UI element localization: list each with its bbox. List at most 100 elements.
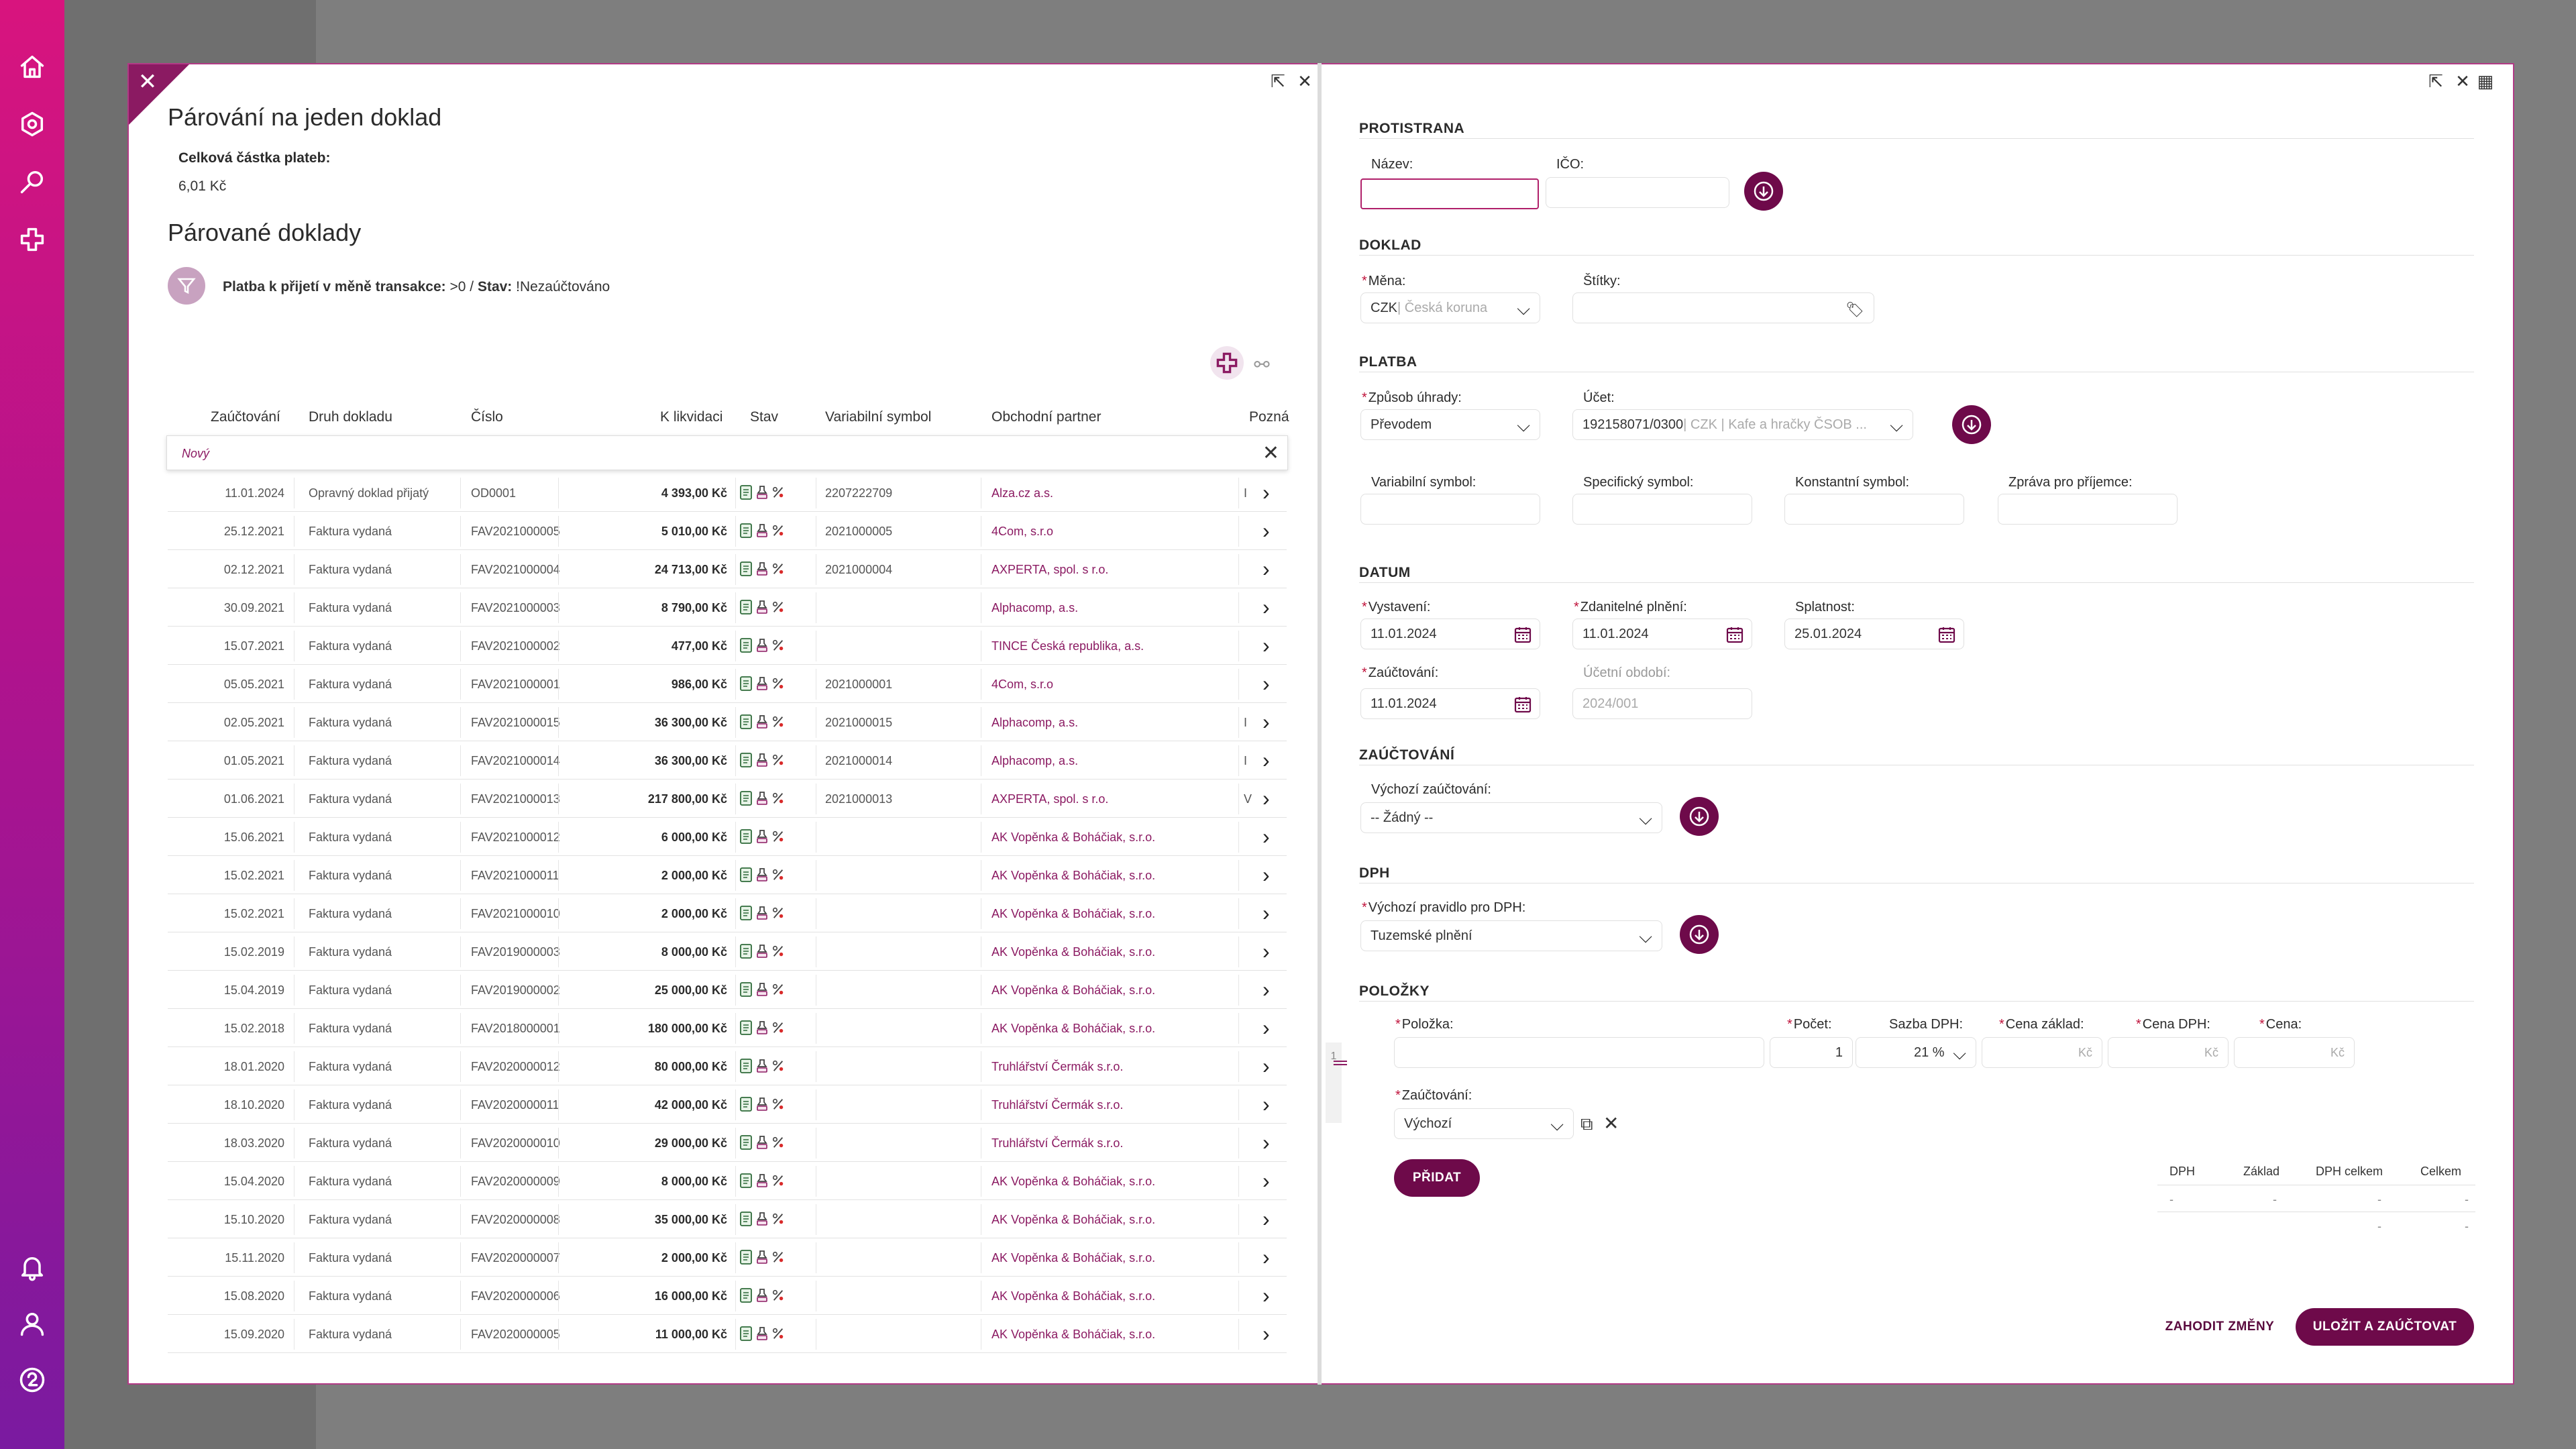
row-partner-link[interactable]: Alphacomp, a.s. [991,601,1079,614]
add-icon[interactable] [17,224,48,255]
chevron-right-icon[interactable]: › [1263,633,1270,657]
new-row[interactable]: Nový ✕ [166,435,1288,470]
chevron-right-icon[interactable]: › [1263,824,1270,849]
dialog-splitter[interactable] [1318,63,1322,1385]
table-row[interactable]: 15.02.2021 Faktura vydaná FAV2021000010 2 0… [168,894,1287,932]
help-icon[interactable] [17,1364,48,1395]
popout-icon[interactable]: ⇱ [1271,70,1285,91]
calculator-icon[interactable]: ▦ [2477,70,2494,91]
lookup-zauct-button[interactable] [1680,797,1719,836]
unlink-icon[interactable]: ⚯ [1254,354,1270,375]
add-item-button[interactable]: PŘIDAT [1394,1159,1480,1197]
search-icon[interactable] [17,166,48,197]
row-partner-link[interactable]: AK Vopěnka & Boháčiak, s.r.o. [991,945,1156,959]
home-icon[interactable] [17,51,48,82]
chevron-right-icon[interactable]: › [1263,557,1270,581]
row-partner-link[interactable]: AK Vopěnka & Boháčiak, s.r.o. [991,869,1156,882]
chevron-right-icon[interactable]: › [1263,1283,1270,1307]
zauctovani-date-input[interactable]: 11.01.2024 [1360,688,1540,719]
polozka-input[interactable] [1394,1037,1764,1068]
table-row[interactable]: 02.12.2021 Faktura vydaná FAV2021000004 24 … [168,550,1287,588]
table-row[interactable]: 15.06.2021 Faktura vydaná FAV2021000012 6 0… [168,818,1287,856]
mena-select[interactable]: CZK | Česká koruna ⌵ [1360,292,1540,323]
table-row[interactable]: 01.05.2021 Faktura vydaná FAV2021000014 36 … [168,741,1287,780]
drag-handle-icon[interactable]: ═ [1334,1052,1347,1073]
ico-input[interactable] [1546,177,1729,208]
discard-changes-button[interactable]: ZAHODIT ZMĚNY [2165,1320,2275,1334]
row-partner-link[interactable]: AK Vopěnka & Boháčiak, s.r.o. [991,1251,1156,1265]
table-row[interactable]: 15.04.2020 Faktura vydaná FAV2020000009 8 0… [168,1162,1287,1200]
remove-item-icon[interactable]: ✕ [1603,1113,1619,1134]
pocet-input[interactable]: 1 [1770,1037,1853,1068]
chevron-right-icon[interactable]: › [1263,1092,1270,1116]
row-partner-link[interactable]: Alza.cz a.s. [991,486,1054,500]
close-new-row-icon[interactable]: ✕ [1262,442,1279,464]
vs-input[interactable] [1360,494,1540,525]
stitky-input[interactable]: 🏷 [1572,292,1874,323]
row-partner-link[interactable]: AK Vopěnka & Boháčiak, s.r.o. [991,1022,1156,1035]
vychozi-dph-select[interactable]: Tuzemské plnění ⌵ [1360,920,1662,951]
row-partner-link[interactable]: AK Vopěnka & Boháčiak, s.r.o. [991,1213,1156,1226]
row-partner-link[interactable]: Truhlářství Čermák s.r.o. [991,1098,1124,1112]
row-partner-link[interactable]: 4Com, s.r.o [991,525,1054,538]
chevron-right-icon[interactable]: › [1263,1054,1270,1078]
table-row[interactable]: 15.07.2021 Faktura vydaná FAV2021000002 477… [168,627,1287,665]
zdanitelne-input[interactable]: 11.01.2024 [1572,619,1752,649]
filter-button[interactable] [168,267,205,305]
table-row[interactable]: 18.01.2020 Faktura vydaná FAV2020000012 80 … [168,1047,1287,1085]
calendar-icon[interactable] [1514,696,1532,713]
chevron-right-icon[interactable]: › [1263,1322,1270,1346]
chevron-right-icon[interactable]: › [1263,480,1270,504]
user-icon[interactable] [17,1308,48,1339]
row-partner-link[interactable]: AK Vopěnka & Boháčiak, s.r.o. [991,907,1156,920]
row-partner-link[interactable]: Truhlářství Čermák s.r.o. [991,1060,1124,1073]
calendar-icon[interactable] [1726,626,1743,643]
splatnost-input[interactable]: 25.01.2024 [1784,619,1964,649]
chevron-right-icon[interactable]: › [1263,901,1270,925]
save-and-post-button[interactable]: ULOŽIT A ZAÚČTOVAT [2296,1308,2474,1346]
chevron-right-icon[interactable]: › [1263,786,1270,810]
close-icon[interactable]: ✕ [2455,70,2470,91]
ss-input[interactable] [1572,494,1752,525]
row-partner-link[interactable]: Alphacomp, a.s. [991,754,1079,767]
sazba-select[interactable]: 21 % ⌵ [1856,1037,1976,1068]
table-row[interactable]: 30.09.2021 Faktura vydaná FAV2021000003 8 7… [168,588,1287,627]
row-partner-link[interactable]: AXPERTA, spol. s r.o. [991,563,1109,576]
chevron-right-icon[interactable]: › [1263,1169,1270,1193]
lookup-account-button[interactable] [1952,405,1991,444]
nazev-input[interactable] [1360,178,1539,209]
cena-input[interactable]: Kč [2234,1037,2355,1068]
col-k-likvidaci[interactable]: K likvidaci [660,409,723,425]
close-icon[interactable]: ✕ [1297,70,1312,91]
table-row[interactable]: 15.11.2020 Faktura vydaná FAV2020000007 2 0… [168,1238,1287,1277]
table-row[interactable]: 15.10.2020 Faktura vydaná FAV2020000008 35 … [168,1200,1287,1238]
ucet-select[interactable]: 192158071/0300 | CZK | Kafe a hračky ČSO… [1572,409,1913,440]
table-row[interactable]: 25.12.2021 Faktura vydaná FAV2021000005 5 0… [168,512,1287,550]
chevron-right-icon[interactable]: › [1263,977,1270,1002]
chevron-right-icon[interactable]: › [1263,1130,1270,1155]
row-partner-link[interactable]: AK Vopěnka & Boháčiak, s.r.o. [991,1289,1156,1303]
chevron-right-icon[interactable]: › [1263,1016,1270,1040]
popout-icon[interactable]: ⇱ [2428,70,2443,91]
row-partner-link[interactable]: AK Vopěnka & Boháčiak, s.r.o. [991,983,1156,997]
lookup-dph-button[interactable] [1680,915,1719,954]
settings-icon[interactable] [17,109,48,140]
table-row[interactable]: 01.06.2021 Faktura vydaná FAV2021000013 217… [168,780,1287,818]
col-cislo[interactable]: Číslo [471,409,503,425]
table-row[interactable]: 15.09.2020 Faktura vydaná FAV2020000005 11 … [168,1315,1287,1353]
chevron-right-icon[interactable]: › [1263,1207,1270,1231]
row-partner-link[interactable]: 4Com, s.r.o [991,678,1054,691]
table-row[interactable]: 15.08.2020 Faktura vydaná FAV2020000006 16 … [168,1277,1287,1315]
col-poznamka[interactable]: Pozná [1249,409,1289,425]
table-row[interactable]: 05.05.2021 Faktura vydaná FAV2021000001 986… [168,665,1287,703]
table-row[interactable]: 02.05.2021 Faktura vydaná FAV2021000015 36 … [168,703,1287,741]
row-partner-link[interactable]: AK Vopěnka & Boháčiak, s.r.o. [991,1175,1156,1188]
chevron-right-icon[interactable]: › [1263,748,1270,772]
zpusob-select[interactable]: Převodem ⌵ [1360,409,1540,440]
table-row[interactable]: 18.03.2020 Faktura vydaná FAV2020000010 29 … [168,1124,1287,1162]
row-partner-link[interactable]: Truhlářství Čermák s.r.o. [991,1136,1124,1150]
row-partner-link[interactable]: AXPERTA, spol. s r.o. [991,792,1109,806]
row-partner-link[interactable]: AK Vopěnka & Boháčiak, s.r.o. [991,1328,1156,1341]
table-row[interactable]: 15.04.2019 Faktura vydaná FAV2019000002 25 … [168,971,1287,1009]
row-partner-link[interactable]: TINCE Česká republika, a.s. [991,639,1144,653]
